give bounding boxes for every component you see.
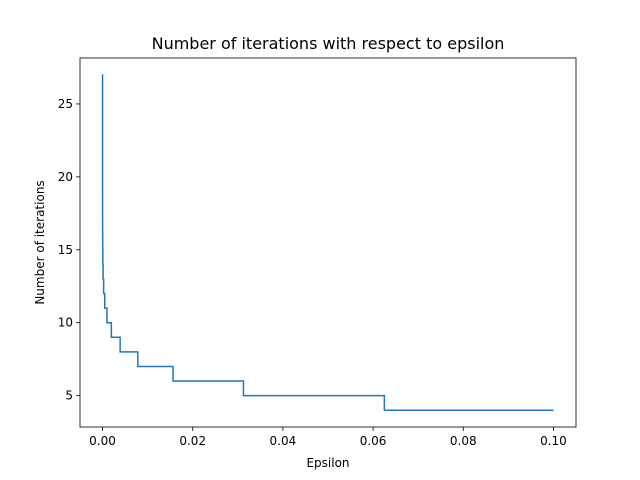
y-tick-label: 20 <box>58 170 73 184</box>
x-tick-label: 0.10 <box>540 434 567 448</box>
series-line <box>101 74 554 411</box>
y-tick-label: 25 <box>58 97 73 111</box>
y-axis: 5 10 15 20 25 <box>58 97 80 403</box>
chart-title: Number of iterations with respect to eps… <box>152 34 505 53</box>
x-axis-label: Epsilon <box>306 456 349 470</box>
x-tick-label: 0.08 <box>450 434 477 448</box>
y-axis-label: Number of iterations <box>33 180 47 304</box>
x-tick-label: 0.06 <box>360 434 387 448</box>
x-axis: 0.00 0.02 0.04 0.06 0.08 0.10 <box>89 427 567 448</box>
x-tick-label: 0.04 <box>270 434 297 448</box>
axes-frame <box>79 57 577 428</box>
y-tick-label: 10 <box>58 316 73 330</box>
x-tick-label: 0.02 <box>179 434 206 448</box>
plot-area <box>101 74 554 411</box>
y-tick-label: 15 <box>58 243 73 257</box>
y-tick-label: 5 <box>65 389 73 403</box>
x-tick-label: 0.00 <box>89 434 116 448</box>
